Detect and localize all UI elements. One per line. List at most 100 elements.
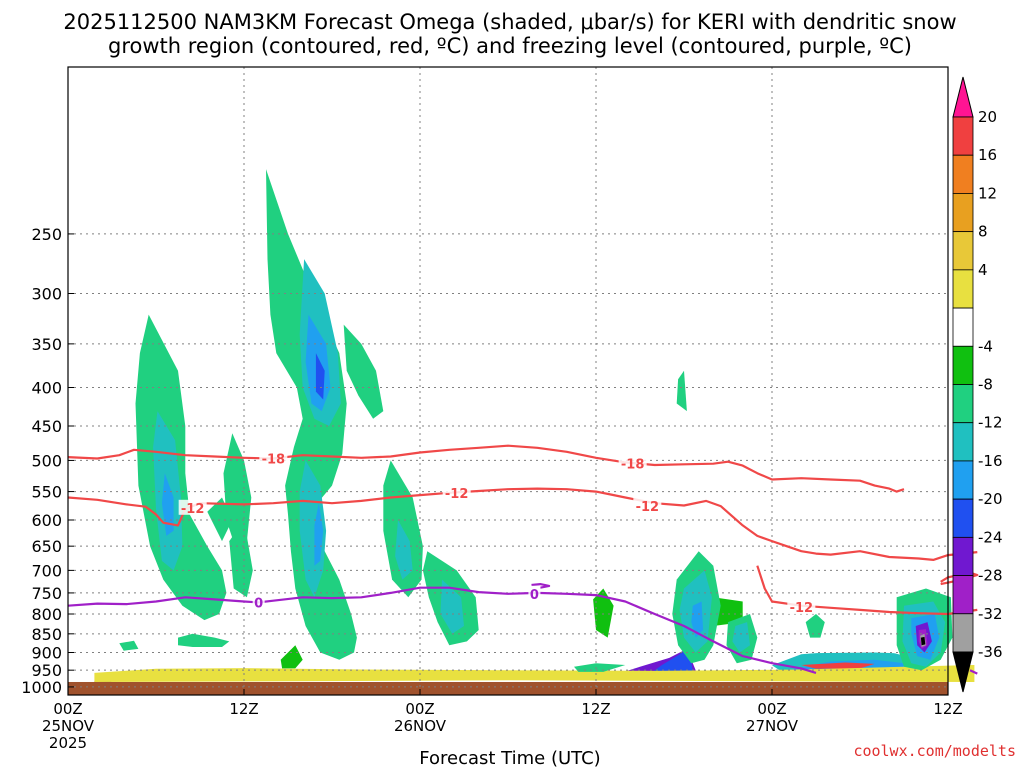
freezing-level-contour-4: [67, 586, 817, 674]
omega-region-19: [94, 665, 975, 682]
y-tick-label-750: 750: [31, 584, 62, 603]
omega-region-13: [882, 440, 941, 515]
contour-label-5: -12: [790, 601, 814, 616]
colorbar-tick-4: 4: [978, 261, 988, 279]
omega-region-7: [280, 645, 303, 669]
colorbar-tick-0: 20: [978, 108, 997, 126]
colorbar-tick-2: 12: [978, 184, 997, 202]
y-tick-label-850: 850: [31, 625, 62, 644]
y-tick-label-350: 350: [31, 335, 62, 354]
contour-label-1: -18: [621, 458, 645, 473]
omega-region-17: [248, 637, 268, 662]
contour-label-bg-3: [442, 484, 471, 500]
omega-region-50: [691, 601, 704, 638]
omega-region-38: [805, 614, 825, 638]
y-axis-ticks: 2503003504004505005506006507007508008509…: [21, 225, 74, 697]
omega-region-35: [676, 370, 687, 412]
freezing-level-contour-6: [969, 669, 978, 675]
grid-lines: [67, 67, 949, 695]
y-tick-label-950: 950: [31, 661, 62, 680]
colorbar-tick-8: -16: [978, 452, 1003, 470]
omega-region-36: [207, 497, 233, 542]
colorbar-cell-7: [952, 384, 974, 424]
contour-label-bg-1: [618, 455, 647, 471]
contour-label-bg-4: [633, 498, 662, 514]
x-tick-label-12-0: 12Z: [229, 700, 258, 718]
omega-region-34: [178, 633, 230, 647]
omega-region-28: [343, 324, 384, 419]
dgz-contour-0: [67, 444, 905, 493]
contour-label-bg-2: [178, 499, 207, 515]
x-tick-label-36-0: 12Z: [581, 700, 610, 718]
colorbar-cell-11: [952, 536, 974, 576]
colorbar-cell-3: [952, 231, 974, 271]
contour-label-2: -12: [181, 502, 205, 517]
colorbar-cell-12: [952, 575, 974, 615]
colorbar-tick-10: -24: [978, 528, 1003, 546]
contour-label-3: -12: [445, 487, 469, 502]
y-tick-label-650: 650: [31, 537, 62, 556]
colorbar-tick-5: -4: [978, 337, 993, 355]
y-tick-label-700: 700: [31, 561, 62, 580]
y-tick-label-600: 600: [31, 511, 62, 530]
y-tick-label-450: 450: [31, 417, 62, 436]
colorbar-tick-7: -12: [978, 414, 1003, 432]
omega-region-40: [299, 460, 327, 598]
omega-region-25: [266, 169, 357, 660]
omega-region-56: [920, 636, 926, 646]
y-tick-label-800: 800: [31, 605, 62, 624]
colorbar: 20 16 12 8 4 -4 -8 -12 -16 -20 -24 -28 -32 -36: [952, 76, 1003, 693]
x-tick-label-24-0: 00Z: [405, 700, 434, 718]
omega-region-18: [390, 626, 420, 664]
colorbar-cell-0: [952, 116, 974, 156]
colorbar-bottom-arrow: [952, 651, 974, 693]
contour-labels: -18 -18 -12 -12 -12 -12 0 0: [178, 450, 816, 616]
omega-region-12: [830, 293, 875, 419]
y-tick-label-250: 250: [31, 225, 62, 244]
omega-region-6: [801, 662, 875, 669]
omega-region-3: [647, 648, 693, 677]
omega-region-9: [493, 497, 523, 552]
omega-region-48: [314, 503, 324, 566]
colorbar-cell-2: [952, 193, 974, 233]
colorbar-cell-8: [952, 422, 974, 462]
colorbar-cell-4: [952, 269, 974, 309]
x-tick-label-0-0: 00Z: [53, 700, 82, 718]
colorbar-tick-6: -8: [978, 376, 993, 394]
colorbar-tick-12: -32: [978, 605, 1003, 623]
contour-label-bg-7: [528, 585, 541, 601]
y-tick-label-550: 550: [31, 483, 62, 502]
plot-frame: [67, 66, 949, 696]
omega-region-11: [794, 387, 890, 520]
omega-region-23: [574, 663, 626, 672]
x-tick-label-48-0: 00Z: [757, 700, 786, 718]
colorbar-tick-9: -20: [978, 490, 1003, 508]
colorbar-cell-5: [952, 307, 974, 347]
omega-region-52: [315, 353, 325, 400]
omega-region-26: [135, 314, 227, 621]
contour-label-bg-0: [259, 450, 288, 466]
credit-link[interactable]: coolwx.com/modelts: [853, 742, 1016, 760]
x-tick-label-24-1: 26NOV: [394, 717, 447, 735]
x-tick-label-0-1: 25NOV: [42, 717, 95, 735]
x-axis-label: Forecast Time (UTC): [419, 748, 600, 768]
omega-shading: [94, 169, 975, 690]
omega-region-20: [742, 635, 926, 657]
title-line-1: 2025112500 NAM3KM Forecast Omega (shaded…: [63, 10, 956, 34]
y-tick-label-900: 900: [31, 644, 62, 663]
colorbar-cell-6: [952, 345, 974, 385]
colorbar-tick-13: -36: [978, 643, 1003, 661]
y-tick-label-400: 400: [31, 379, 62, 398]
colorbar-cell-13: [952, 613, 974, 653]
colorbar-cell-10: [952, 498, 974, 538]
contour-label-0: -18: [262, 452, 286, 467]
ground-fill: [68, 681, 948, 695]
colorbar-cell-1: [952, 154, 974, 194]
x-tick-label-60-0: 12Z: [933, 700, 962, 718]
title-line-2: growth region (contoured, red, ºC) and f…: [108, 34, 912, 58]
contour-label-4: -12: [636, 500, 660, 515]
contour-label-6: 0: [254, 596, 263, 611]
colorbar-cell-9: [952, 460, 974, 500]
